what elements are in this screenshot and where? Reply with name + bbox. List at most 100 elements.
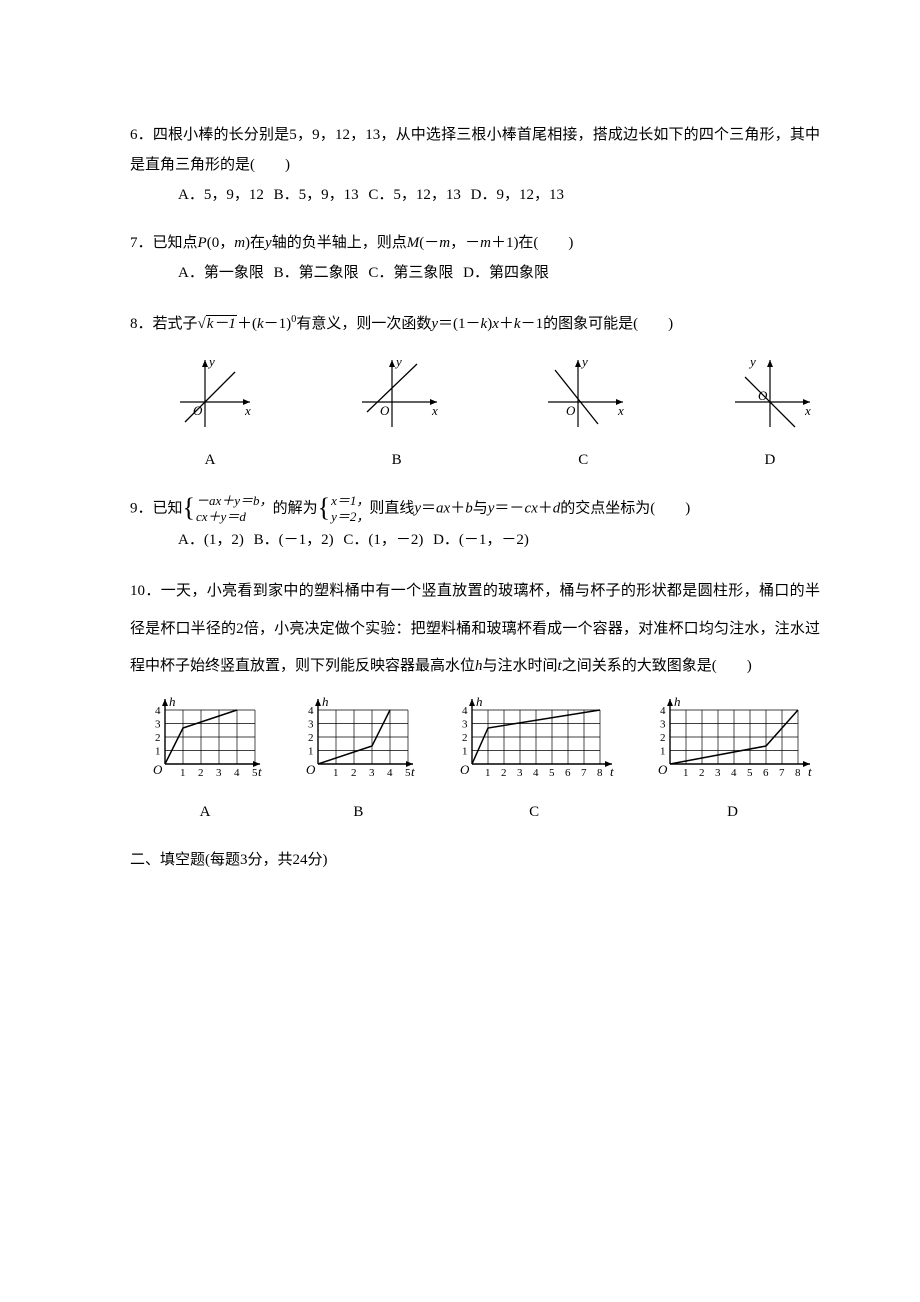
svg-text:3: 3	[155, 718, 161, 730]
grid-chart-icon: 123412345678 h t O	[645, 694, 820, 784]
line-chart-icon: y x O	[160, 352, 260, 432]
q9-sol1: x＝1，	[331, 493, 369, 509]
svg-text:1: 1	[462, 745, 468, 757]
q9-tail: 的交点坐标为( )	[560, 500, 690, 516]
question-8: 8．若式子k－1＋(k－1)0有意义，则一次函数y＝(1－k)x＋k－1的图象可…	[130, 306, 820, 475]
q7-t6: ，－	[450, 235, 480, 251]
origin-label: O	[380, 403, 390, 418]
q8-label-b: B	[347, 445, 447, 475]
q8-label-a: A	[160, 445, 260, 475]
svg-text:4: 4	[462, 705, 468, 717]
q6-optC: C．5，12，13	[368, 187, 461, 203]
origin-label: O	[153, 762, 163, 777]
q7-M: M	[407, 235, 420, 251]
svg-text:2: 2	[351, 767, 357, 779]
q6-num: 6．	[130, 127, 153, 143]
q7-m: m	[234, 235, 245, 251]
q8-diag-d: y x O D	[720, 352, 820, 475]
q10-label-a: A	[140, 797, 270, 827]
q9-optD: D．(－1，－2)	[433, 532, 529, 548]
section-2-title: 二、填空题(每题3分，共24分)	[130, 845, 820, 875]
grid-chart-icon: 123412345678 h t O	[447, 694, 622, 784]
q8-diag-a: y x O A	[160, 352, 260, 475]
q7-optB: B．第二象限	[274, 265, 359, 281]
q8-t7: ＋	[499, 316, 514, 332]
svg-text:8: 8	[597, 767, 603, 779]
sqrt-icon: k－1	[198, 306, 237, 344]
q8-label-d: D	[720, 445, 820, 475]
axis-h-label: h	[169, 694, 176, 709]
axis-t-label: t	[258, 764, 262, 779]
q9-cx: cx	[524, 500, 537, 516]
svg-text:3: 3	[369, 767, 375, 779]
q7-t1: 已知点	[153, 235, 198, 251]
svg-text:2: 2	[308, 732, 314, 744]
q9-t1: 已知	[153, 500, 183, 516]
axis-x-label: x	[431, 403, 438, 418]
svg-text:1: 1	[660, 745, 666, 757]
q9-ax: ax	[436, 500, 450, 516]
q9-sol2: y＝2，	[331, 509, 369, 525]
grid-chart-icon: 123412345 h t O	[293, 694, 423, 784]
origin-label: O	[658, 762, 668, 777]
svg-text:1: 1	[155, 745, 161, 757]
line-chart-icon: y x O	[347, 352, 447, 432]
axis-t-label: t	[610, 764, 614, 779]
q10-diag-d: 123412345678 h t O D	[645, 694, 820, 827]
q7-m2: m	[439, 235, 450, 251]
svg-text:1: 1	[683, 767, 689, 779]
svg-text:4: 4	[533, 767, 539, 779]
axis-x-label: x	[804, 403, 811, 418]
origin-label: O	[566, 403, 576, 418]
q10-label-c: C	[447, 797, 622, 827]
q6-body: 6．四根小棒的长分别是5，9，12，13，从中选择三根小棒首尾相接，搭成边长如下…	[130, 120, 820, 180]
question-9: 9．已知{－ax＋y＝b，cx＋y＝d的解为{x＝1，y＝2，则直线y＝ax＋b…	[130, 493, 820, 556]
svg-text:2: 2	[501, 767, 507, 779]
q7-options: A．第一象限 B．第二象限 C．第三象限 D．第四象限	[130, 258, 820, 288]
svg-text:3: 3	[462, 718, 468, 730]
origin-label: O	[460, 762, 470, 777]
brace-icon: {	[318, 498, 330, 519]
q8-t2: ＋(	[237, 316, 257, 332]
q10-h: h	[475, 658, 483, 674]
axis-h-label: h	[674, 694, 681, 709]
q6-optA: A．5，9，12	[178, 187, 264, 203]
q8-t5: ＝(1－	[438, 316, 481, 332]
svg-text:3: 3	[216, 767, 222, 779]
svg-text:3: 3	[715, 767, 721, 779]
svg-text:4: 4	[387, 767, 393, 779]
q7-y: y	[265, 235, 272, 251]
q9-sys2: cx＋y＝d	[196, 509, 273, 525]
axis-x-label: x	[617, 403, 624, 418]
q8-diag-b: y x O B	[347, 352, 447, 475]
q10-diag-c: 123412345678 h t O C	[447, 694, 622, 827]
q10-diag-b: 123412345 h t O B	[293, 694, 423, 827]
q8-t4: 有意义，则一次函数	[296, 316, 431, 332]
svg-text:2: 2	[699, 767, 705, 779]
axis-y-label: y	[580, 354, 588, 369]
svg-text:8: 8	[795, 767, 801, 779]
svg-text:5: 5	[549, 767, 555, 779]
axis-y-label: y	[207, 354, 215, 369]
q9-optC: C．(1，－2)	[343, 532, 423, 548]
axis-t-label: t	[411, 764, 415, 779]
q7-m3: m	[480, 235, 491, 251]
svg-text:4: 4	[731, 767, 737, 779]
q9-p1: ＋	[450, 500, 465, 516]
q6-text: 四根小棒的长分别是5，9，12，13，从中选择三根小棒首尾相接，搭成边长如下的四…	[130, 127, 820, 173]
q8-label-c: C	[533, 445, 633, 475]
q8-x: x	[492, 316, 499, 332]
q6-optD: D．9，12，13	[471, 187, 564, 203]
svg-text:3: 3	[660, 718, 666, 730]
q10-label-b: B	[293, 797, 423, 827]
svg-text:2: 2	[462, 732, 468, 744]
axis-t-label: t	[808, 764, 812, 779]
axis-y-label: y	[394, 354, 402, 369]
q9-optA: A．(1，2)	[178, 532, 244, 548]
svg-text:4: 4	[308, 705, 314, 717]
q7-num: 7．	[130, 235, 153, 251]
svg-text:1: 1	[333, 767, 339, 779]
q10-num: 10．	[130, 583, 161, 599]
q9-num: 9．	[130, 500, 153, 516]
q9-b: b	[465, 500, 473, 516]
